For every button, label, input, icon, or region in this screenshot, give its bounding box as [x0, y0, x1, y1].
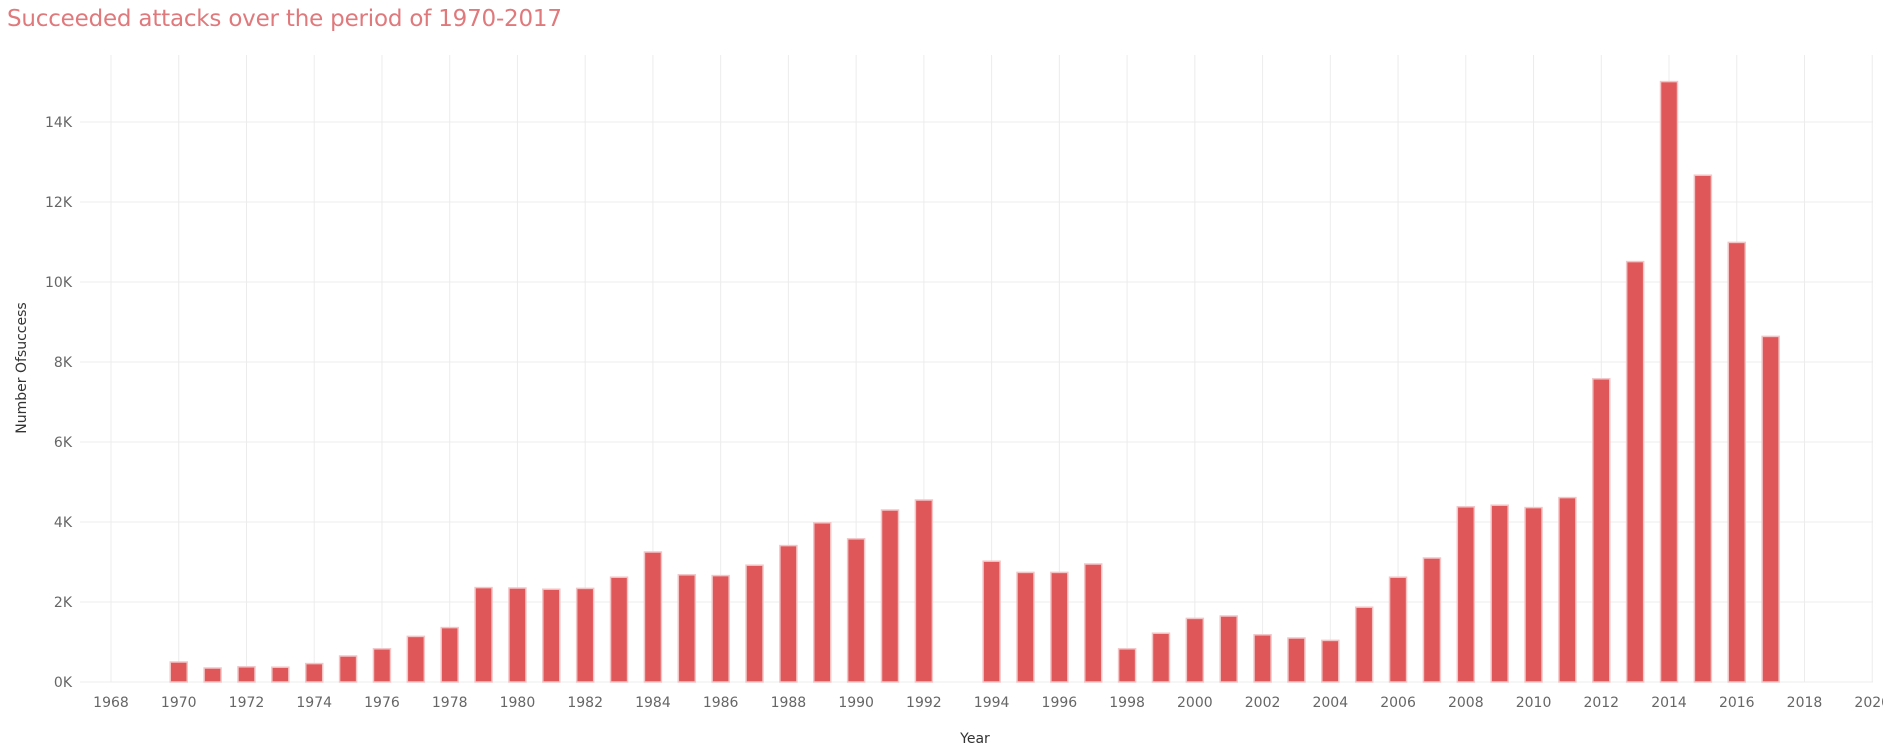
bar-1981 — [542, 588, 561, 683]
x-axis-title: Year — [959, 731, 990, 747]
bar-1973 — [271, 666, 290, 683]
x-tick-label: 2014 — [1651, 695, 1687, 711]
bar-1989 — [813, 522, 832, 683]
bar-1996 — [1050, 571, 1069, 683]
bar-1971 — [203, 667, 222, 683]
bar-2010 — [1524, 506, 1543, 683]
x-tick-label: 1968 — [93, 695, 129, 711]
bar-1975 — [338, 655, 358, 683]
bar-1991 — [880, 509, 900, 683]
bar-2007 — [1422, 557, 1442, 683]
x-tick-label: 1986 — [703, 695, 739, 711]
x-tick-label: 1982 — [567, 695, 603, 711]
y-tick-label: 8K — [54, 355, 73, 371]
x-tick-label: 1980 — [500, 695, 536, 711]
bar-2001 — [1219, 615, 1238, 683]
bar-2011 — [1558, 496, 1577, 683]
bar-1980 — [508, 587, 527, 683]
x-tick-label: 1978 — [432, 695, 468, 711]
bar-1987 — [745, 564, 764, 683]
x-tick-label: 2008 — [1448, 695, 1484, 711]
bar-2013 — [1625, 260, 1645, 683]
y-tick-label: 12K — [45, 195, 73, 211]
x-tick-label: 2002 — [1245, 695, 1281, 711]
bar-2006 — [1388, 576, 1408, 683]
bar-1978 — [440, 626, 459, 683]
y-axis-ticks: 0K 2K 4K 6K 8K 10K 12K 14K — [45, 115, 73, 691]
bar-1990 — [846, 538, 866, 683]
bar-1994 — [982, 560, 1001, 683]
y-tick-label: 14K — [45, 115, 73, 131]
bar-1995 — [1016, 571, 1035, 683]
bar-2009 — [1490, 504, 1509, 683]
x-tick-label: 1974 — [296, 695, 332, 711]
x-tick-label: 1998 — [1109, 695, 1145, 711]
chart-title: Succeeded attacks over the period of 197… — [7, 6, 562, 32]
bar-1977 — [406, 635, 426, 683]
y-axis-title: Number Ofsuccess — [14, 302, 30, 433]
x-tick-label: 2000 — [1177, 695, 1213, 711]
bars — [169, 80, 1780, 683]
x-tick-label: 1984 — [635, 695, 671, 711]
bar-1988 — [779, 544, 798, 683]
bar-2008 — [1456, 506, 1476, 683]
x-tick-label: 2010 — [1516, 695, 1552, 711]
x-tick-label: 1992 — [906, 695, 942, 711]
bar-2004 — [1321, 639, 1340, 683]
x-tick-label: 1970 — [161, 695, 197, 711]
bar-1972 — [237, 666, 256, 683]
bar-1985 — [677, 574, 697, 683]
x-tick-label: 1994 — [974, 695, 1010, 711]
bar-1992 — [914, 499, 934, 683]
bar-2014 — [1659, 80, 1679, 683]
bar-1998 — [1117, 648, 1137, 683]
y-tick-label: 4K — [54, 515, 73, 531]
bar-2003 — [1287, 637, 1306, 683]
x-tick-label: 1996 — [1042, 695, 1078, 711]
y-tick-label: 6K — [54, 435, 73, 451]
x-tick-label: 2016 — [1719, 695, 1755, 711]
bar-1984 — [643, 551, 663, 683]
x-tick-label: 1988 — [771, 695, 807, 711]
x-tick-label: 1990 — [838, 695, 874, 711]
bar-2016 — [1727, 241, 1747, 683]
bar-2005 — [1354, 606, 1374, 683]
x-tick-label: 2018 — [1787, 695, 1823, 711]
bar-1983 — [609, 576, 629, 683]
bar-2015 — [1693, 174, 1713, 683]
x-tick-label: 2012 — [1583, 695, 1619, 711]
bar-1974 — [304, 662, 324, 683]
bar-1970 — [169, 661, 188, 683]
bar-1986 — [711, 574, 730, 683]
bar-2000 — [1185, 617, 1205, 683]
y-tick-label: 0K — [54, 675, 73, 691]
x-tick-label: 1976 — [364, 695, 400, 711]
y-tick-label: 10K — [45, 275, 73, 291]
x-tick-label: 2004 — [1312, 695, 1348, 711]
x-tick-label: 1972 — [229, 695, 265, 711]
bar-1982 — [575, 587, 595, 683]
bar-2012 — [1592, 378, 1611, 683]
bar-1997 — [1083, 563, 1103, 683]
bar-2017 — [1761, 335, 1780, 683]
bar-1976 — [372, 648, 392, 683]
bar-1999 — [1151, 632, 1171, 683]
x-tick-label: 2006 — [1380, 695, 1416, 711]
bar-2002 — [1253, 634, 1272, 683]
x-axis-ticks: 1968 1970 1972 1974 1976 1978 1980 1982 1984 1986… — [93, 695, 1883, 711]
bar-1979 — [474, 586, 493, 683]
y-tick-label: 2K — [54, 595, 73, 611]
